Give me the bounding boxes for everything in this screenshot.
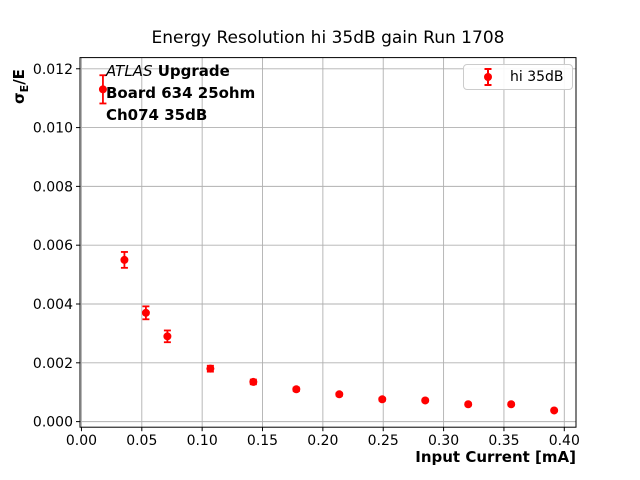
data-point [98, 85, 107, 94]
y-tick-label: 0.012 [33, 62, 73, 78]
x-tick-label: 0.15 [247, 433, 278, 449]
data-point [120, 255, 129, 264]
annotation-line-1: ATLAS Upgrade [106, 60, 255, 82]
data-point [378, 395, 387, 404]
x-tick-label: 0.35 [488, 433, 519, 449]
x-axis-label: Input Current [mA] [415, 448, 576, 466]
data-point [163, 332, 172, 341]
x-tick-label: 0.25 [368, 433, 399, 449]
x-tick-label: 0.40 [549, 433, 580, 449]
y-tick-label: 0.008 [33, 179, 73, 195]
data-point [507, 400, 516, 409]
x-tick-label: 0.20 [307, 433, 338, 449]
x-tick-label: 0.05 [126, 433, 157, 449]
y-tick-label: 0.006 [33, 238, 73, 254]
x-tick-label: 0.00 [66, 433, 97, 449]
annotation-line-2: Board 634 25ohm [106, 84, 256, 102]
legend: hi 35dB [463, 64, 573, 90]
annotation-atlas: ATLAS [106, 62, 153, 80]
chart-title: Energy Resolution hi 35dB gain Run 1708 [151, 28, 505, 48]
data-point [550, 406, 559, 415]
errorbar-marker-icon [484, 68, 492, 86]
data-point [421, 396, 430, 405]
x-tick-label: 0.10 [187, 433, 218, 449]
y-tick-label: 0.002 [33, 356, 73, 372]
annotation-block: ATLAS Upgrade Board 634 25ohm Ch074 35dB [106, 60, 255, 126]
y-tick-label: 0.004 [33, 297, 73, 313]
annotation-line-3: Ch074 35dB [106, 106, 208, 124]
annotation-upgrade: Upgrade [152, 62, 230, 80]
data-point [464, 400, 473, 409]
data-point [141, 308, 150, 317]
y-tick-label: 0.000 [33, 415, 73, 431]
data-point [206, 364, 215, 373]
y-axis-label: σE/E [10, 69, 31, 104]
data-point [292, 385, 301, 394]
data-point [249, 377, 258, 386]
legend-label: hi 35dB [510, 69, 564, 85]
y-tick-label: 0.010 [33, 121, 73, 137]
plot-border [79, 57, 577, 428]
x-tick-label: 0.30 [428, 433, 459, 449]
data-point [335, 390, 344, 399]
